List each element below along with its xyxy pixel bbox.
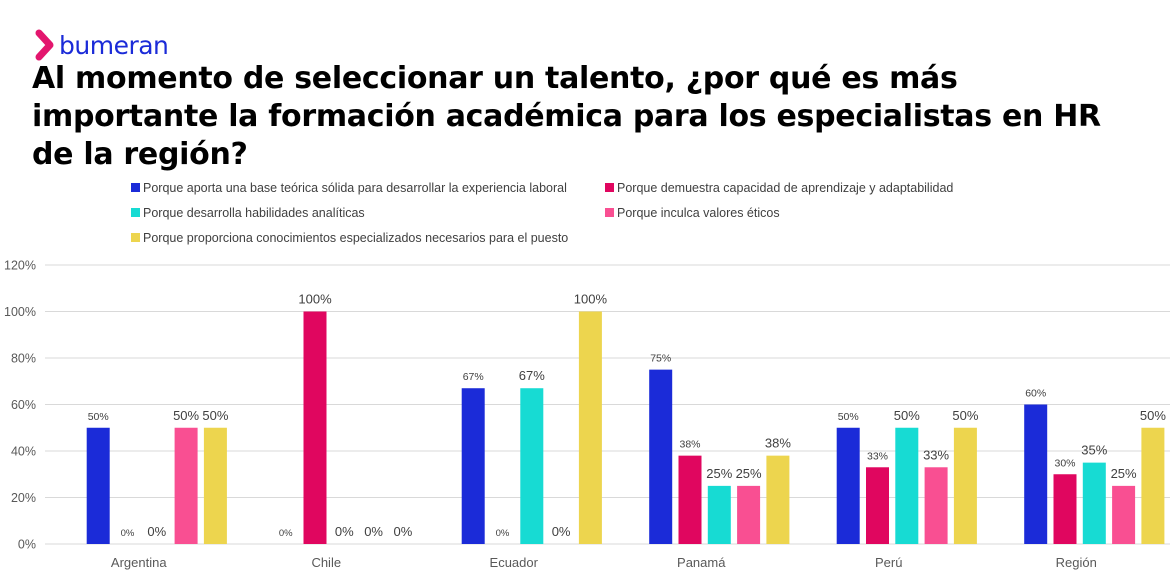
data-label: 25% (1111, 466, 1137, 481)
legend-swatch (605, 183, 614, 192)
x-tick-label: Panamá (677, 555, 726, 570)
bar (924, 467, 948, 544)
data-label: 0% (335, 524, 354, 539)
data-label: 38% (679, 439, 700, 451)
x-tick-label: Ecuador (490, 555, 539, 570)
data-label: 50% (202, 408, 228, 423)
bar (836, 427, 860, 544)
data-label: 30% (1054, 457, 1075, 469)
data-label: 38% (765, 436, 791, 451)
x-tick-label: Región (1056, 555, 1097, 570)
legend-swatch (131, 183, 140, 192)
legend-label: Porque proporciona conocimientos especia… (143, 231, 568, 245)
chart-title: Al momento de seleccionar un talento, ¿p… (32, 61, 1101, 172)
y-tick-label: 120% (4, 259, 36, 273)
bar (866, 467, 889, 544)
brand-name: bumeran (59, 30, 169, 60)
y-tick-label: 20% (11, 491, 36, 505)
data-label: 25% (706, 466, 732, 481)
y-axis: 0% 20% 40% 60% 80% 100% 120% (4, 259, 36, 552)
bar (86, 427, 110, 544)
y-tick-label: 0% (18, 538, 36, 552)
data-label: 33% (867, 450, 888, 462)
bar (203, 427, 227, 544)
data-labels: 50%0% 0%50% 50%0%100%0% 0% 0%67%0%67%0%100%7… (88, 292, 1167, 540)
bar (1112, 485, 1136, 544)
y-tick-label: 60% (11, 398, 36, 412)
bar (174, 427, 198, 544)
data-label: 50% (173, 408, 199, 423)
bar (737, 485, 761, 544)
chevron-right-icon (35, 29, 54, 61)
bar (649, 369, 673, 544)
x-tick-label: Perú (875, 555, 902, 570)
legend-swatch (131, 233, 140, 242)
chart-bars (86, 311, 1165, 544)
data-label: 0% (394, 524, 413, 539)
x-tick-label: Chile (311, 555, 341, 570)
bar (303, 311, 327, 544)
data-label: 75% (650, 353, 671, 365)
legend-label: Porque inculca valores éticos (617, 206, 780, 220)
x-tick-label: Argentina (111, 555, 167, 570)
data-label: 0% (496, 528, 510, 539)
legend-label: Porque desarrolla habilidades analíticas (143, 206, 365, 220)
data-label: 33% (923, 447, 949, 462)
bar (1141, 427, 1165, 544)
data-label: 100% (298, 292, 332, 307)
y-tick-label: 100% (4, 305, 36, 319)
y-tick-label: 80% (11, 352, 36, 366)
bar (766, 455, 790, 544)
data-label: 0% (279, 528, 293, 539)
data-label: 50% (1140, 408, 1166, 423)
bar (578, 311, 602, 544)
data-label: 35% (1081, 443, 1107, 458)
legend-label: Porque aporta una base teórica sólida pa… (143, 181, 567, 195)
x-axis: Argentina Chile Ecuador Panamá Perú Región (111, 555, 1097, 570)
bar (1024, 404, 1048, 544)
bar (707, 485, 731, 544)
legend-label: Porque demuestra capacidad de aprendizaj… (617, 181, 953, 195)
bumeran-logo: bumeran (34, 28, 169, 62)
bar (461, 388, 485, 544)
data-label: 0% (552, 524, 571, 539)
legend-swatch (131, 208, 140, 217)
bar (1082, 462, 1106, 544)
y-tick-label: 40% (11, 445, 36, 459)
data-label: 60% (1025, 388, 1046, 400)
data-label: 50% (952, 408, 978, 423)
bar (953, 427, 977, 544)
data-label: 67% (519, 368, 545, 383)
bar (678, 455, 702, 544)
bar (895, 427, 919, 544)
bar (520, 388, 544, 544)
chart-grid (45, 264, 1170, 545)
data-label: 50% (88, 411, 109, 423)
legend-swatch (605, 208, 614, 217)
bar (1053, 474, 1077, 544)
data-label: 50% (838, 411, 859, 423)
data-label: 67% (463, 371, 484, 383)
data-label: 50% (894, 408, 920, 423)
data-label: 0% (147, 524, 166, 539)
data-label: 0% (121, 528, 135, 539)
chart-legend: Porque aporta una base teórica sólida pa… (131, 181, 953, 245)
data-label: 0% (364, 524, 383, 539)
data-label: 25% (736, 466, 762, 481)
data-label: 100% (574, 292, 608, 307)
